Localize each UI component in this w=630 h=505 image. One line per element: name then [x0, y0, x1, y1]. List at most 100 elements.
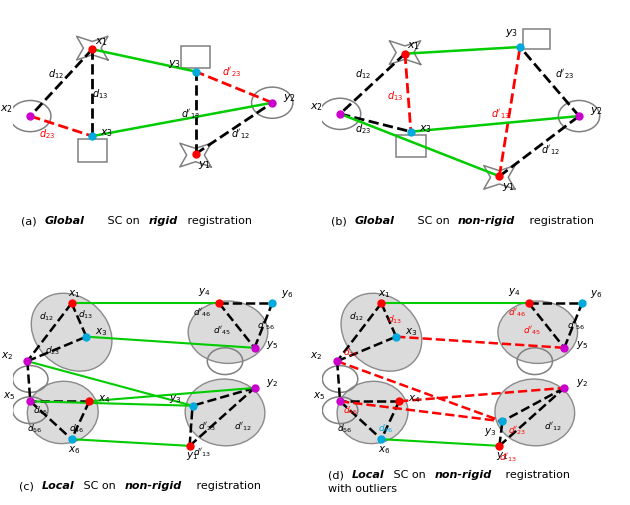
Text: SC on: SC on: [81, 480, 120, 490]
Text: $d'_{13}$: $d'_{13}$: [181, 107, 200, 121]
Text: non-rigid: non-rigid: [458, 216, 515, 226]
Text: $d'_{45}$: $d'_{45}$: [523, 324, 541, 336]
Ellipse shape: [337, 381, 408, 444]
Text: $y_1$: $y_1$: [501, 180, 515, 192]
Text: registration: registration: [193, 480, 261, 490]
Text: $x_1$: $x_1$: [69, 287, 81, 299]
Text: (b): (b): [331, 216, 350, 226]
Text: $d_{12}$: $d_{12}$: [48, 67, 64, 81]
Text: $d'_{12}$: $d'_{12}$: [541, 142, 560, 156]
Text: $d_{56}$: $d_{56}$: [27, 422, 43, 434]
Text: $x_2$: $x_2$: [310, 100, 323, 113]
Text: $d_{13}$: $d_{13}$: [387, 313, 403, 325]
Text: $x_4$: $x_4$: [98, 392, 110, 403]
Ellipse shape: [32, 294, 112, 372]
Text: $d_{23}$: $d_{23}$: [355, 122, 371, 136]
Text: $x_3$: $x_3$: [419, 123, 432, 135]
Text: $x_5$: $x_5$: [313, 390, 326, 401]
Text: $x_2$: $x_2$: [1, 349, 13, 362]
Text: Local: Local: [42, 480, 75, 490]
Ellipse shape: [27, 381, 98, 444]
Text: $d_{13}$: $d_{13}$: [92, 87, 108, 100]
Text: registration: registration: [502, 469, 570, 479]
Text: with outliers: with outliers: [328, 483, 398, 493]
Text: Global: Global: [45, 216, 85, 226]
Text: $x_1$: $x_1$: [378, 287, 391, 299]
Text: $d_{45}$: $d_{45}$: [33, 403, 49, 416]
Text: $d'_{56}$: $d'_{56}$: [567, 319, 585, 332]
Text: $d_{13}$: $d_{13}$: [77, 308, 93, 321]
Text: $d_{23}$: $d_{23}$: [45, 343, 60, 356]
Text: $d'_{23}$: $d'_{23}$: [198, 419, 217, 432]
Text: rigid: rigid: [148, 216, 178, 226]
Text: $y_6$: $y_6$: [590, 287, 603, 299]
Text: $y_2$: $y_2$: [266, 376, 278, 388]
Ellipse shape: [498, 301, 578, 364]
Text: $y_4$: $y_4$: [508, 285, 520, 297]
Text: $x_3$: $x_3$: [95, 325, 107, 337]
Text: Local: Local: [352, 469, 385, 479]
Text: $x_1$: $x_1$: [94, 36, 108, 48]
Text: $y_5$: $y_5$: [576, 338, 588, 350]
Text: $x_4$: $x_4$: [408, 392, 420, 403]
Text: $y_1$: $y_1$: [186, 449, 198, 462]
Text: $d'_{23}$: $d'_{23}$: [508, 424, 526, 436]
Text: $d_{46}$: $d_{46}$: [379, 422, 394, 434]
Ellipse shape: [185, 379, 265, 446]
Text: $d_{56}$: $d_{56}$: [337, 422, 353, 434]
Text: $d'_{46}$: $d'_{46}$: [508, 306, 527, 318]
Text: $x_2$: $x_2$: [0, 103, 13, 115]
Text: $y_3$: $y_3$: [169, 392, 181, 403]
Text: $d'_{13}$: $d'_{13}$: [500, 450, 517, 463]
Text: $x_2$: $x_2$: [311, 349, 323, 362]
Text: $d'_{45}$: $d'_{45}$: [213, 324, 231, 336]
Text: $y_1$: $y_1$: [496, 449, 508, 462]
Text: $x_1$: $x_1$: [407, 40, 420, 53]
Text: $d_{12}$: $d_{12}$: [349, 310, 364, 323]
Text: $d'_{12}$: $d'_{12}$: [544, 419, 561, 432]
Text: (c): (c): [18, 480, 37, 490]
Text: $d'_{12}$: $d'_{12}$: [234, 419, 252, 432]
Text: $d'_{13}$: $d'_{13}$: [491, 107, 510, 121]
Text: $y_5$: $y_5$: [266, 338, 278, 350]
Text: $y_2$: $y_2$: [576, 376, 588, 388]
Ellipse shape: [188, 301, 268, 364]
Text: $d_{45}$: $d_{45}$: [343, 403, 358, 416]
Text: SC on: SC on: [390, 469, 430, 479]
Text: $x_5$: $x_5$: [4, 390, 16, 401]
Ellipse shape: [495, 379, 575, 446]
Text: (d): (d): [328, 469, 348, 479]
Text: $y_3$: $y_3$: [505, 27, 518, 39]
Text: $d'_{12}$: $d'_{12}$: [231, 127, 250, 141]
Text: non-rigid: non-rigid: [435, 469, 492, 479]
Text: $d_{46}$: $d_{46}$: [69, 422, 84, 434]
Text: $y_4$: $y_4$: [198, 285, 210, 297]
Text: $x_3$: $x_3$: [404, 325, 417, 337]
Text: $d'_{23}$: $d'_{23}$: [556, 67, 575, 81]
Text: registration: registration: [526, 216, 594, 226]
Text: SC on: SC on: [414, 216, 453, 226]
Text: $d'_{56}$: $d'_{56}$: [258, 319, 276, 332]
Ellipse shape: [341, 294, 421, 372]
Text: $d_{13}$: $d_{13}$: [387, 89, 404, 103]
Text: $y_3$: $y_3$: [168, 58, 181, 70]
Text: $d'_{23}$: $d'_{23}$: [222, 65, 241, 78]
Text: Global: Global: [355, 216, 395, 226]
Text: $d_{12}$: $d_{12}$: [39, 310, 54, 323]
Text: $y_3$: $y_3$: [484, 425, 497, 437]
Text: $d'_{46}$: $d'_{46}$: [193, 306, 211, 318]
Text: $d'_{13}$: $d'_{13}$: [193, 446, 210, 459]
Text: $x_6$: $x_6$: [378, 443, 391, 455]
Text: SC on: SC on: [104, 216, 143, 226]
Text: $y_6$: $y_6$: [281, 287, 293, 299]
Text: non-rigid: non-rigid: [125, 480, 182, 490]
Text: (a): (a): [21, 216, 40, 226]
Text: $y_2$: $y_2$: [590, 105, 604, 117]
Text: $y_1$: $y_1$: [198, 158, 211, 170]
Text: $x_6$: $x_6$: [68, 443, 81, 455]
Text: $x_3$: $x_3$: [100, 127, 113, 139]
Text: $d_{23}$: $d_{23}$: [343, 346, 358, 358]
Text: $y_2$: $y_2$: [284, 91, 297, 104]
Text: registration: registration: [184, 216, 252, 226]
Text: $d_{12}$: $d_{12}$: [355, 67, 371, 81]
